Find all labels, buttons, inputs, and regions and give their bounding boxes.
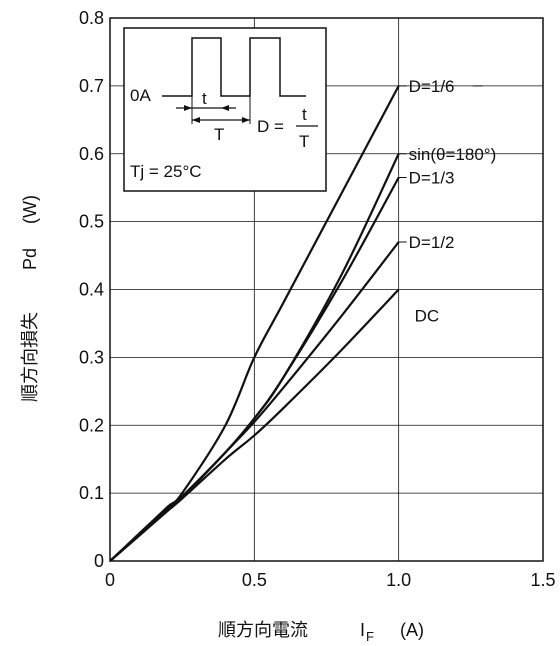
- x-axis-title: 順方向電流 I F (A): [218, 620, 424, 644]
- y-tick-label: 0.3: [79, 347, 104, 367]
- series-curves: [109, 85, 400, 562]
- x-tick-label: 0.5: [242, 570, 267, 590]
- x-tick-label: 1.0: [386, 570, 411, 590]
- x-axis-label: 順方向電流: [218, 620, 308, 641]
- series-label: D=1/3: [409, 169, 455, 188]
- inset-T-label: T: [214, 125, 224, 144]
- y-tick-label: 0.6: [79, 144, 104, 164]
- T-arrow-right: [242, 117, 250, 123]
- y-axis-title: 順方向損失 Pd (W): [20, 195, 41, 402]
- x-tick-label: 0: [105, 570, 115, 590]
- T-arrow-left: [192, 117, 200, 123]
- inset-zero-label: 0A: [130, 86, 151, 105]
- duty-formula-lhs: D =: [257, 117, 284, 136]
- x-axis-symbol: I: [360, 620, 365, 640]
- inset-junction-temp: Tj = 25°C: [130, 162, 202, 181]
- y-tick-label: 0.8: [79, 8, 104, 28]
- x-axis-ticks: 0 0.5 1.0 1.5: [105, 570, 556, 590]
- inset-t-label: t: [202, 89, 207, 108]
- series-label: sin(θ=180°): [409, 145, 497, 164]
- series-line: [109, 85, 400, 562]
- x-axis-unit: (A): [400, 620, 424, 640]
- pulse-waveform: [162, 37, 306, 97]
- y-tick-label: 0.4: [79, 280, 104, 300]
- x-axis-symbol-subscript: F: [366, 629, 374, 644]
- duty-formula-numerator: t: [302, 105, 307, 124]
- plot-area: [109, 17, 544, 562]
- y-tick-label: 0.5: [79, 212, 104, 232]
- y-axis-unit: (W): [20, 195, 40, 224]
- series-label: DC: [415, 307, 440, 326]
- y-tick-label: 0.2: [79, 415, 104, 435]
- duty-formula-denominator: T: [299, 132, 309, 151]
- x-tick-label: 1.5: [530, 570, 555, 590]
- t-arrow-right: [221, 105, 229, 111]
- series-labels: D=1/6 sin(θ=180°) D=1/3 D=1/2 DC: [398, 77, 497, 326]
- t-arrow-left: [184, 105, 192, 111]
- y-tick-label: 0: [94, 551, 104, 571]
- y-tick-label: 0.7: [79, 76, 104, 96]
- series-label: D=1/2: [409, 233, 455, 252]
- series-label: D=1/6: [409, 77, 455, 96]
- y-axis-symbol: Pd: [20, 248, 40, 270]
- y-axis-ticks: 0 0.1 0.2 0.3 0.4 0.5 0.6 0.7 0.8: [79, 8, 104, 571]
- y-axis-label: 順方向損失: [20, 312, 41, 402]
- series-line: [109, 288, 400, 562]
- y-tick-label: 0.1: [79, 483, 104, 503]
- waveform-inset: 0A t T D = t T Tj = 25°C: [123, 27, 327, 192]
